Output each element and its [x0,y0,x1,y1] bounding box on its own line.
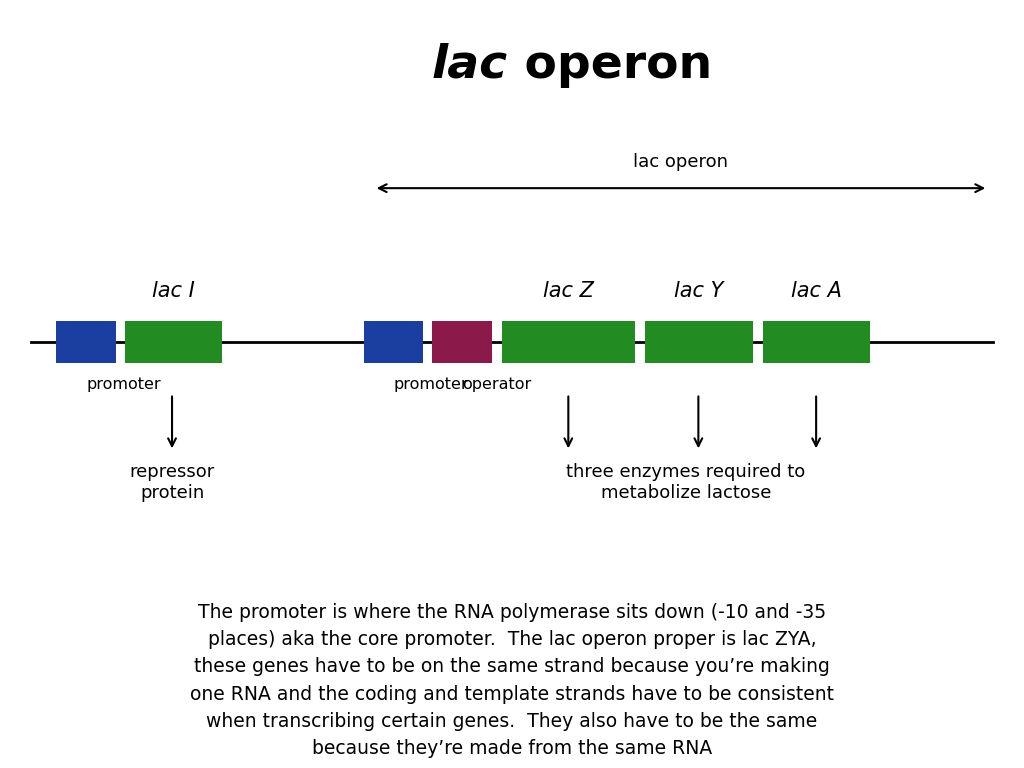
Bar [763,320,870,362]
Text: promoter: promoter [86,376,161,392]
Bar [432,320,492,362]
Bar [125,320,222,362]
Text: lac operon: lac operon [634,154,728,171]
Text: operon: operon [508,43,712,88]
Text: lac Z: lac Z [543,281,594,301]
Text: The promoter is where the RNA polymerase sits down (-10 and -35
places) aka the : The promoter is where the RNA polymerase… [190,603,834,758]
Text: lac I: lac I [153,281,195,301]
Bar [645,320,753,362]
Bar [502,320,635,362]
Text: three enzymes required to
metabolize lactose: three enzymes required to metabolize lac… [566,462,806,502]
Bar [56,320,116,362]
Text: lac A: lac A [792,281,842,301]
Text: operator: operator [462,376,531,392]
Text: promoter: promoter [393,376,468,392]
Bar [364,320,423,362]
Text: repressor
protein: repressor protein [129,462,215,502]
Text: lac: lac [432,43,508,88]
Text: lac Y: lac Y [674,281,724,301]
